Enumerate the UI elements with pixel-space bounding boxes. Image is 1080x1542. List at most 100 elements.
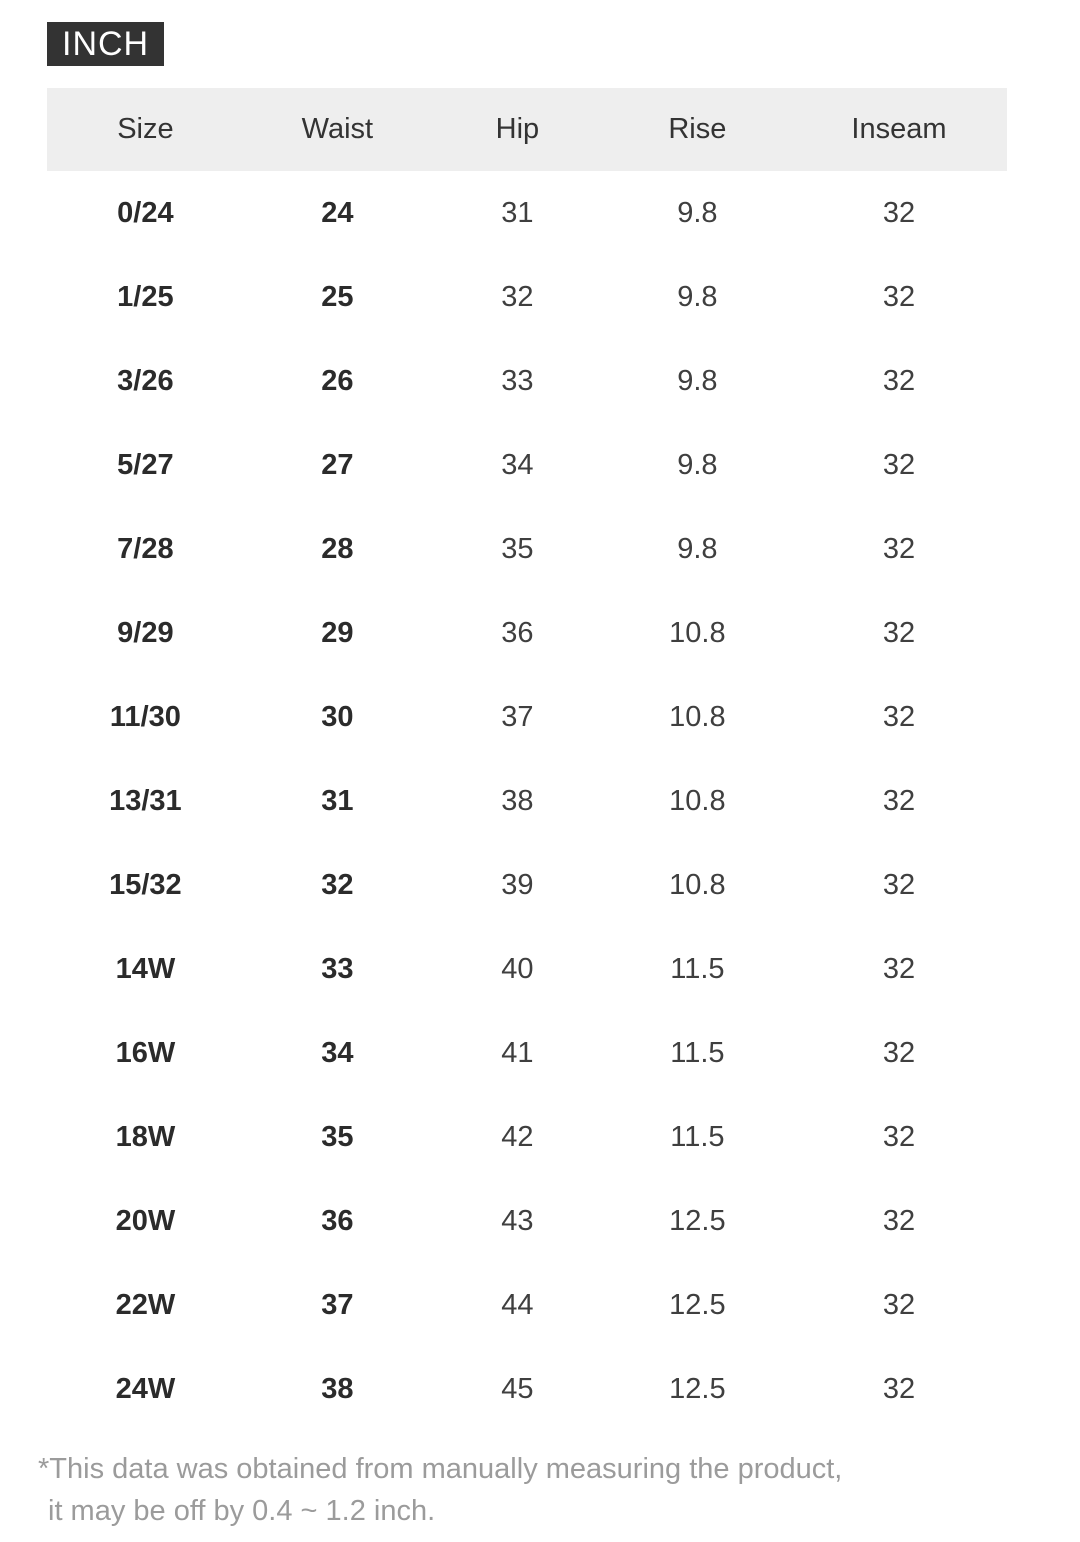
disclaimer-line-1: *This data was obtained from manually me… [38,1453,843,1485]
cell-hip: 39 [430,843,604,927]
cell-rise: 11.5 [603,1095,791,1179]
cell-rise: 9.8 [603,339,791,423]
cell-rise: 9.8 [603,507,791,591]
cell-waist: 36 [243,1179,431,1263]
table-row: 16W 34 41 11.5 32 [47,1011,1007,1095]
cell-rise: 12.5 [603,1179,791,1263]
cell-size: 20W [47,1179,244,1263]
cell-rise: 9.8 [603,171,791,255]
table-row: 22W 37 44 12.5 32 [47,1263,1007,1347]
cell-hip: 42 [430,1095,604,1179]
cell-rise: 12.5 [603,1263,791,1347]
cell-inseam: 32 [790,507,1007,591]
cell-waist: 38 [243,1347,431,1431]
header-size: Size [47,88,244,171]
cell-hip: 31 [430,171,604,255]
size-chart-header: Size Waist Hip Rise Inseam [47,88,1007,171]
cell-waist: 24 [243,171,431,255]
table-row: 24W 38 45 12.5 32 [47,1347,1007,1431]
cell-rise: 10.8 [603,759,791,843]
cell-hip: 40 [430,927,604,1011]
disclaimer-line-2: it may be off by 0.4 ~ 1.2 inch. [48,1495,436,1527]
cell-waist: 25 [243,255,431,339]
cell-hip: 45 [430,1347,604,1431]
cell-size: 14W [47,927,244,1011]
cell-size: 1/25 [47,255,244,339]
cell-hip: 43 [430,1179,604,1263]
cell-size: 7/28 [47,507,244,591]
cell-rise: 11.5 [603,927,791,1011]
cell-waist: 26 [243,339,431,423]
cell-waist: 27 [243,423,431,507]
cell-rise: 10.8 [603,675,791,759]
cell-rise: 10.8 [603,843,791,927]
cell-inseam: 32 [790,843,1007,927]
table-row: 11/30 30 37 10.8 32 [47,675,1007,759]
unit-toggle-inch[interactable]: INCH [47,22,165,66]
header-row: Size Waist Hip Rise Inseam [47,88,1007,171]
cell-inseam: 32 [790,1011,1007,1095]
cell-rise: 11.5 [603,1011,791,1095]
cell-waist: 30 [243,675,431,759]
cell-waist: 29 [243,591,431,675]
cell-waist: 31 [243,759,431,843]
table-row: 9/29 29 36 10.8 32 [47,591,1007,675]
cell-inseam: 32 [790,591,1007,675]
cell-hip: 33 [430,339,604,423]
cell-hip: 32 [430,255,604,339]
table-row: 14W 33 40 11.5 32 [47,927,1007,1011]
table-row: 15/32 32 39 10.8 32 [47,843,1007,927]
cell-waist: 28 [243,507,431,591]
cell-rise: 12.5 [603,1347,791,1431]
header-rise: Rise [603,88,791,171]
cell-size: 22W [47,1263,244,1347]
size-chart-body: 0/24 24 31 9.8 32 1/25 25 32 9.8 32 3/26… [47,171,1007,1431]
cell-hip: 41 [430,1011,604,1095]
header-inseam: Inseam [790,88,1007,171]
cell-inseam: 32 [790,1263,1007,1347]
table-row: 3/26 26 33 9.8 32 [47,339,1007,423]
cell-waist: 33 [243,927,431,1011]
header-hip: Hip [430,88,604,171]
measurement-disclaimer: *This data was obtained from manually me… [38,1448,1038,1532]
table-row: 0/24 24 31 9.8 32 [47,171,1007,255]
cell-inseam: 32 [790,1179,1007,1263]
cell-inseam: 32 [790,759,1007,843]
cell-inseam: 32 [790,1095,1007,1179]
cell-waist: 35 [243,1095,431,1179]
cell-rise: 9.8 [603,423,791,507]
cell-inseam: 32 [790,927,1007,1011]
cell-size: 0/24 [47,171,244,255]
table-row: 1/25 25 32 9.8 32 [47,255,1007,339]
cell-hip: 35 [430,507,604,591]
cell-hip: 36 [430,591,604,675]
cell-hip: 37 [430,675,604,759]
cell-inseam: 32 [790,675,1007,759]
table-row: 7/28 28 35 9.8 32 [47,507,1007,591]
cell-rise: 10.8 [603,591,791,675]
cell-size: 11/30 [47,675,244,759]
cell-size: 15/32 [47,843,244,927]
cell-waist: 37 [243,1263,431,1347]
cell-rise: 9.8 [603,255,791,339]
cell-size: 9/29 [47,591,244,675]
cell-waist: 34 [243,1011,431,1095]
cell-waist: 32 [243,843,431,927]
cell-inseam: 32 [790,255,1007,339]
size-chart-table: Size Waist Hip Rise Inseam 0/24 24 31 9.… [47,88,1007,1431]
cell-size: 5/27 [47,423,244,507]
cell-size: 3/26 [47,339,244,423]
table-row: 20W 36 43 12.5 32 [47,1179,1007,1263]
cell-size: 13/31 [47,759,244,843]
cell-inseam: 32 [790,339,1007,423]
cell-hip: 34 [430,423,604,507]
cell-hip: 44 [430,1263,604,1347]
header-waist: Waist [243,88,431,171]
table-row: 18W 35 42 11.5 32 [47,1095,1007,1179]
cell-hip: 38 [430,759,604,843]
cell-size: 18W [47,1095,244,1179]
cell-inseam: 32 [790,1347,1007,1431]
cell-size: 24W [47,1347,244,1431]
table-row: 5/27 27 34 9.8 32 [47,423,1007,507]
cell-inseam: 32 [790,423,1007,507]
